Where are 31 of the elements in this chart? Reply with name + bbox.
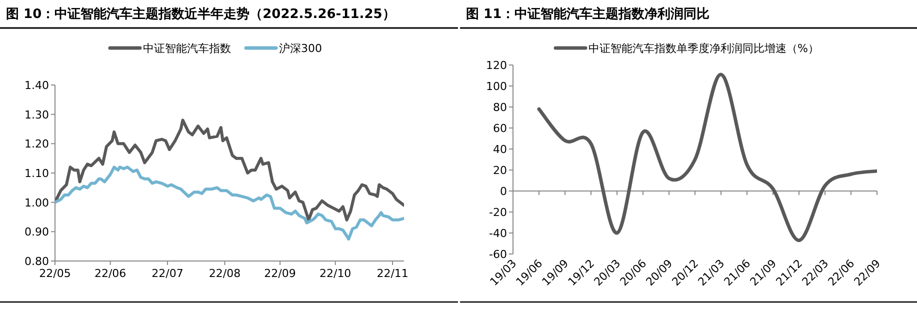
legend-item: 沪深300 [244,42,322,55]
y-tick-label: 40 [493,143,507,156]
y-tick-label: 0.80 [24,255,49,268]
chart-title: 图 10：中证智能汽车主题指数近半年走势（2022.5.26-11.25） [6,6,396,22]
y-tick-label: 1.00 [24,196,49,210]
x-tick-label: 22/08 [208,267,241,280]
legend-label: 中证智能汽车指数 [143,42,231,55]
legend-label: 沪深300 [279,42,322,55]
y-tick-label: -60 [489,248,507,261]
x-tick-label: 22/07 [152,267,184,280]
legend-item: 中证智能汽车指数单季度净利润同比增速（%） [554,42,819,55]
x-tick-label: 22/10 [319,267,352,280]
x-tick-label: 22/06 [94,267,126,280]
y-tick-label: -20 [489,206,507,219]
y-tick-label: 60 [493,122,507,135]
x-tick-label: 22/09 [264,267,296,280]
y-tick-label: 100 [486,80,507,93]
legend-item: 中证智能汽车指数 [108,42,231,55]
y-tick-label: 120 [486,59,507,72]
y-tick-label: 20 [493,164,507,177]
y-tick-label: 80 [493,101,507,114]
y-tick-label: 1.40 [24,79,49,92]
y-tick-label: 1.10 [24,167,49,180]
y-tick-label: -40 [489,227,507,240]
x-tick-label: 22/11 [376,267,408,280]
chart-title: 图 11：中证智能汽车主题指数净利润同比 [466,6,710,22]
y-tick-label: 0 [500,185,507,198]
x-tick-label: 22/05 [39,267,71,280]
y-tick-label: 1.20 [24,138,49,151]
y-tick-label: 1.30 [24,108,49,122]
y-tick-label: 0.90 [24,226,49,239]
